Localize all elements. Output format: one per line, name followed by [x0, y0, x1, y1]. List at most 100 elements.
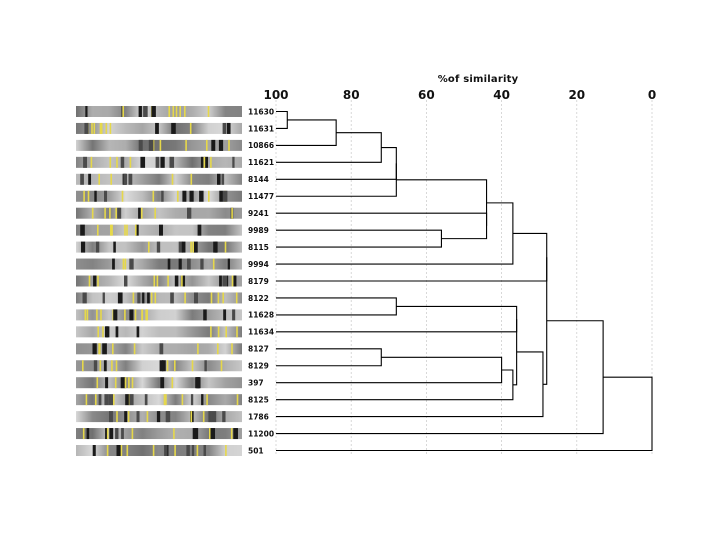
lane-band — [160, 377, 165, 389]
lane-band — [113, 241, 116, 253]
lane-band — [175, 106, 178, 117]
lane-band — [86, 309, 89, 321]
lane-band — [117, 207, 122, 219]
dendrogram-branch — [276, 356, 503, 384]
lane-band — [109, 428, 114, 440]
lane-band — [165, 394, 167, 406]
lane-band — [142, 292, 145, 304]
lane-band — [124, 275, 128, 287]
gel-lane — [76, 156, 242, 168]
x-axis-ticks: 100 80 60 40 20 0 — [263, 88, 656, 102]
lane-band — [201, 394, 204, 406]
leaf-labels: 11630 11631 10866 11621 8144 11477 9241 9989 811… — [248, 107, 274, 455]
lane-band — [108, 394, 113, 406]
lane-band — [206, 394, 208, 406]
lane-band — [126, 224, 128, 236]
lane-band — [235, 292, 238, 304]
lane-band — [182, 190, 187, 202]
lane-band — [121, 190, 124, 202]
lane-band — [100, 122, 103, 134]
lane-band — [209, 428, 211, 440]
lane-band — [218, 139, 224, 151]
dendrogram-tree — [276, 110, 653, 452]
x-tick-40: 40 — [493, 88, 510, 102]
lane-band — [83, 156, 87, 168]
lane-band — [193, 241, 198, 253]
lane-band — [116, 445, 121, 456]
lane-band — [102, 326, 104, 338]
lane-band — [129, 156, 132, 168]
lane-band — [179, 106, 181, 117]
merge-node-5 — [276, 163, 397, 197]
lane-band — [140, 156, 146, 168]
leaf-label-11200: 11200 — [248, 429, 274, 438]
lane-band — [185, 139, 187, 151]
lane-band — [224, 241, 227, 253]
lane-background — [76, 377, 242, 389]
lane-band — [109, 122, 112, 134]
leaf-label-8144: 8144 — [248, 175, 269, 184]
merge-node-12 — [276, 356, 503, 384]
lane-band — [109, 156, 112, 168]
lane-band — [222, 275, 228, 287]
lane-band — [167, 275, 169, 287]
lane-background — [76, 258, 242, 270]
lane-band — [159, 139, 162, 151]
leaf-label-8125: 8125 — [248, 395, 269, 404]
merge-node-10 — [276, 297, 397, 316]
lane-band — [82, 428, 85, 440]
lane-background — [76, 122, 242, 134]
lane-band — [82, 292, 87, 304]
lane-band — [181, 241, 186, 253]
lane-band — [126, 445, 129, 456]
merge-node-18 — [542, 257, 548, 385]
grid-lines — [275, 100, 653, 455]
lane-band — [197, 377, 201, 389]
lane-band — [160, 156, 165, 168]
lane-band — [190, 411, 193, 423]
lane-band — [211, 139, 216, 151]
gel-lane — [76, 241, 242, 253]
lane-band — [131, 377, 134, 389]
merge-node-13 — [276, 369, 514, 401]
lane-band — [192, 428, 196, 440]
leaf-label-8115: 8115 — [248, 243, 269, 252]
lane-band — [191, 445, 195, 456]
lane-background — [76, 428, 242, 440]
lane-background — [76, 326, 242, 338]
lane-band — [203, 309, 207, 321]
lane-band — [127, 411, 130, 423]
dendrogram-branch — [276, 146, 397, 180]
merge-node-2 — [276, 119, 337, 146]
gel-lane — [76, 173, 242, 185]
lane-band — [93, 122, 96, 134]
gel-lane — [76, 411, 242, 423]
lane-band — [106, 428, 109, 440]
lane-band — [83, 190, 85, 202]
leaf-label-397: 397 — [248, 379, 264, 388]
lane-band — [190, 241, 192, 253]
lane-band — [225, 326, 227, 338]
lane-band — [138, 207, 141, 219]
lane-band — [166, 360, 169, 372]
gel-lane — [76, 224, 242, 236]
lane-band — [114, 377, 117, 389]
gel-lane — [76, 258, 242, 270]
lane-band — [207, 106, 210, 117]
gel-lane — [76, 139, 242, 151]
lane-band — [177, 190, 179, 202]
lane-band — [115, 360, 118, 372]
leaf-label-11631: 11631 — [248, 124, 274, 133]
lane-background — [76, 275, 242, 287]
lane-band — [144, 394, 148, 406]
lane-band — [112, 343, 114, 355]
merge-node-4 — [276, 146, 397, 180]
lane-band — [138, 139, 143, 151]
x-tick-80: 80 — [343, 88, 360, 102]
lane-band — [190, 173, 193, 185]
lane-band — [233, 428, 238, 440]
lane-band — [120, 156, 125, 168]
lane-band — [217, 292, 220, 304]
lane-band — [99, 122, 102, 134]
lane-band — [210, 326, 212, 338]
